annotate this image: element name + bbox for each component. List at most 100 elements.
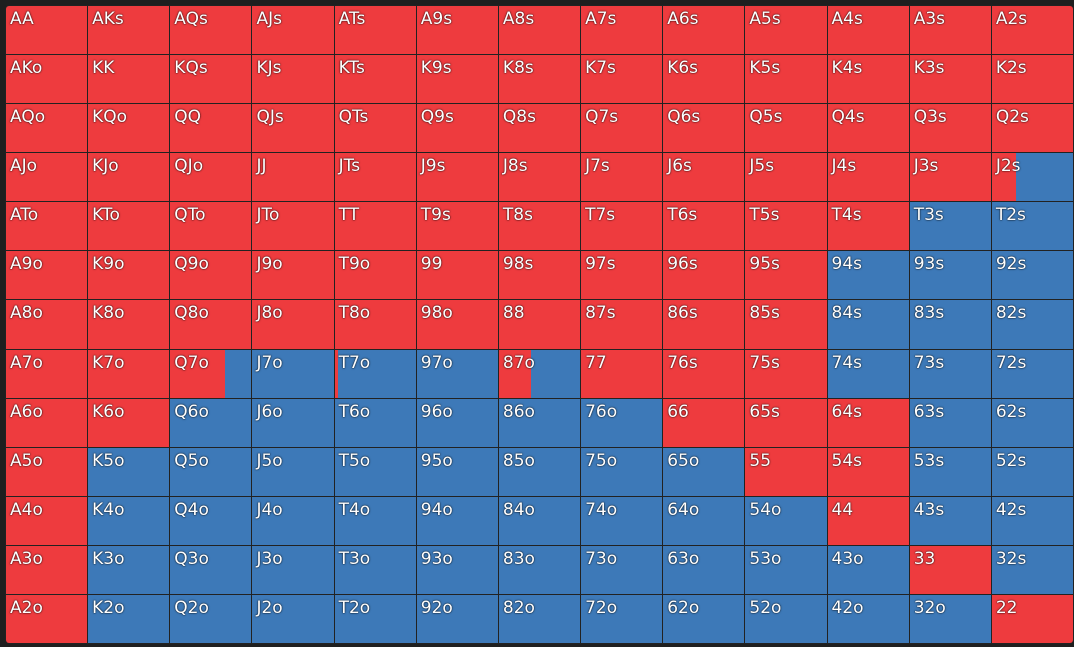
- hand-cell[interactable]: 32s: [991, 545, 1073, 594]
- hand-cell[interactable]: 83o: [498, 545, 581, 594]
- hand-cell[interactable]: Q9s: [416, 104, 498, 153]
- hand-cell[interactable]: 62s: [991, 398, 1073, 447]
- hand-cell[interactable]: KJo: [88, 153, 170, 202]
- hand-cell[interactable]: 52s: [991, 447, 1073, 496]
- hand-cell[interactable]: J4s: [827, 153, 909, 202]
- hand-cell[interactable]: 98o: [416, 300, 498, 349]
- hand-cell[interactable]: Q6o: [170, 398, 252, 447]
- hand-cell[interactable]: 84s: [827, 300, 909, 349]
- hand-cell[interactable]: T6s: [663, 202, 745, 251]
- hand-cell[interactable]: T7o: [334, 349, 416, 398]
- hand-cell[interactable]: KQs: [170, 55, 252, 104]
- hand-cell[interactable]: T3o: [334, 545, 416, 594]
- hand-cell[interactable]: T8s: [498, 202, 581, 251]
- hand-cell[interactable]: 77: [581, 349, 663, 398]
- hand-cell[interactable]: T8o: [334, 300, 416, 349]
- hand-cell[interactable]: Q3o: [170, 545, 252, 594]
- hand-cell[interactable]: AQo: [6, 104, 88, 153]
- hand-cell[interactable]: K3o: [88, 545, 170, 594]
- hand-cell[interactable]: 54o: [745, 496, 827, 545]
- hand-cell[interactable]: 73s: [909, 349, 991, 398]
- hand-cell[interactable]: K5o: [88, 447, 170, 496]
- hand-cell[interactable]: 94o: [416, 496, 498, 545]
- hand-cell[interactable]: 96o: [416, 398, 498, 447]
- hand-cell[interactable]: K4o: [88, 496, 170, 545]
- hand-cell[interactable]: K3s: [909, 55, 991, 104]
- hand-cell[interactable]: Q5s: [745, 104, 827, 153]
- hand-cell[interactable]: 76o: [581, 398, 663, 447]
- hand-cell[interactable]: 52o: [745, 594, 827, 643]
- hand-cell[interactable]: AQs: [170, 6, 252, 55]
- hand-cell[interactable]: 72s: [991, 349, 1073, 398]
- hand-cell[interactable]: K4s: [827, 55, 909, 104]
- hand-cell[interactable]: 82o: [498, 594, 581, 643]
- hand-cell[interactable]: 33: [909, 545, 991, 594]
- hand-cell[interactable]: J5s: [745, 153, 827, 202]
- hand-cell[interactable]: AKo: [6, 55, 88, 104]
- hand-cell[interactable]: 93o: [416, 545, 498, 594]
- hand-cell[interactable]: 62o: [663, 594, 745, 643]
- hand-cell[interactable]: 93s: [909, 251, 991, 300]
- hand-cell[interactable]: JTs: [334, 153, 416, 202]
- hand-cell[interactable]: A6s: [663, 6, 745, 55]
- hand-cell[interactable]: 96s: [663, 251, 745, 300]
- hand-cell[interactable]: 87o: [498, 349, 581, 398]
- hand-cell[interactable]: K8s: [498, 55, 581, 104]
- hand-cell[interactable]: 84o: [498, 496, 581, 545]
- hand-cell[interactable]: Q8o: [170, 300, 252, 349]
- hand-cell[interactable]: 94s: [827, 251, 909, 300]
- hand-cell[interactable]: KQo: [88, 104, 170, 153]
- hand-cell[interactable]: J4o: [252, 496, 334, 545]
- hand-cell[interactable]: Q6s: [663, 104, 745, 153]
- hand-cell[interactable]: J5o: [252, 447, 334, 496]
- hand-cell[interactable]: 99: [416, 251, 498, 300]
- hand-cell[interactable]: 64s: [827, 398, 909, 447]
- hand-cell[interactable]: J2o: [252, 594, 334, 643]
- hand-cell[interactable]: AKs: [88, 6, 170, 55]
- hand-cell[interactable]: AA: [6, 6, 88, 55]
- hand-cell[interactable]: 76s: [663, 349, 745, 398]
- hand-cell[interactable]: AJs: [252, 6, 334, 55]
- hand-cell[interactable]: QJs: [252, 104, 334, 153]
- hand-cell[interactable]: T4o: [334, 496, 416, 545]
- hand-cell[interactable]: A9o: [6, 251, 88, 300]
- hand-cell[interactable]: Q2o: [170, 594, 252, 643]
- hand-cell[interactable]: J8o: [252, 300, 334, 349]
- hand-cell[interactable]: 72o: [581, 594, 663, 643]
- hand-cell[interactable]: KTs: [334, 55, 416, 104]
- hand-cell[interactable]: 53s: [909, 447, 991, 496]
- hand-cell[interactable]: T3s: [909, 202, 991, 251]
- hand-cell[interactable]: T9s: [416, 202, 498, 251]
- hand-cell[interactable]: T6o: [334, 398, 416, 447]
- hand-cell[interactable]: A8s: [498, 6, 581, 55]
- hand-cell[interactable]: T4s: [827, 202, 909, 251]
- hand-cell[interactable]: A5s: [745, 6, 827, 55]
- hand-cell[interactable]: K8o: [88, 300, 170, 349]
- hand-cell[interactable]: Q2s: [991, 104, 1073, 153]
- hand-cell[interactable]: 92o: [416, 594, 498, 643]
- hand-cell[interactable]: ATs: [334, 6, 416, 55]
- hand-cell[interactable]: J3s: [909, 153, 991, 202]
- hand-cell[interactable]: K7o: [88, 349, 170, 398]
- hand-cell[interactable]: 65s: [745, 398, 827, 447]
- hand-cell[interactable]: A7s: [581, 6, 663, 55]
- hand-cell[interactable]: K2s: [991, 55, 1073, 104]
- hand-cell[interactable]: Q3s: [909, 104, 991, 153]
- hand-cell[interactable]: QTo: [170, 202, 252, 251]
- hand-cell[interactable]: K9o: [88, 251, 170, 300]
- hand-cell[interactable]: 92s: [991, 251, 1073, 300]
- hand-cell[interactable]: A5o: [6, 447, 88, 496]
- hand-cell[interactable]: KK: [88, 55, 170, 104]
- hand-cell[interactable]: 86o: [498, 398, 581, 447]
- hand-cell[interactable]: 95s: [745, 251, 827, 300]
- hand-cell[interactable]: 63s: [909, 398, 991, 447]
- hand-cell[interactable]: 97o: [416, 349, 498, 398]
- hand-cell[interactable]: AJo: [6, 153, 88, 202]
- hand-cell[interactable]: Q8s: [498, 104, 581, 153]
- hand-cell[interactable]: J7o: [252, 349, 334, 398]
- hand-cell[interactable]: T2s: [991, 202, 1073, 251]
- hand-cell[interactable]: 65o: [663, 447, 745, 496]
- hand-cell[interactable]: Q5o: [170, 447, 252, 496]
- hand-cell[interactable]: A7o: [6, 349, 88, 398]
- hand-cell[interactable]: 64o: [663, 496, 745, 545]
